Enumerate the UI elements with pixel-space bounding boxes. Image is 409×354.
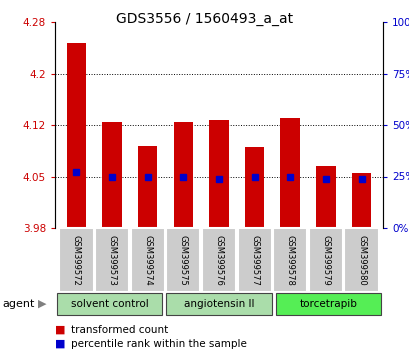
Text: angiotensin II: angiotensin II [183,299,254,309]
Text: agent: agent [2,299,34,309]
Text: GSM399575: GSM399575 [178,235,187,285]
Text: solvent control: solvent control [71,299,148,309]
Bar [237,228,271,292]
Bar [166,293,271,315]
Bar [275,293,380,315]
Bar [344,228,378,292]
Text: GSM399574: GSM399574 [143,235,152,285]
Bar [201,228,236,292]
Text: GSM399580: GSM399580 [356,235,365,285]
Text: torcetrapib: torcetrapib [299,299,356,309]
Bar [66,42,86,228]
Bar [59,228,93,292]
Bar [137,145,157,228]
Bar [209,120,228,228]
Bar [173,121,193,228]
Text: ■: ■ [55,339,65,349]
Bar [166,228,200,292]
Bar [57,293,162,315]
Bar [351,173,371,228]
Bar [95,228,129,292]
Bar [272,228,307,292]
Text: GSM399579: GSM399579 [321,235,330,285]
Text: ■: ■ [55,325,65,335]
Text: GDS3556 / 1560493_a_at: GDS3556 / 1560493_a_at [116,12,293,26]
Bar [102,121,121,228]
Text: percentile rank within the sample: percentile rank within the sample [71,339,247,349]
Bar [244,147,264,228]
Bar [308,228,342,292]
Bar [280,118,299,228]
Text: GSM399573: GSM399573 [107,235,116,285]
Text: transformed count: transformed count [71,325,168,335]
Text: GSM399577: GSM399577 [249,235,258,285]
Bar [315,166,335,228]
Bar [130,228,164,292]
Text: GSM399572: GSM399572 [72,235,81,285]
Text: GSM399576: GSM399576 [214,235,223,285]
Text: ▶: ▶ [38,299,46,309]
Text: GSM399578: GSM399578 [285,235,294,285]
